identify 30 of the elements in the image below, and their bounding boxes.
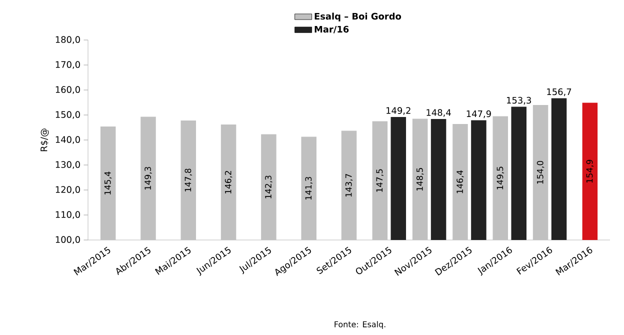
y-tick-label: 120,0 <box>56 186 80 194</box>
data-label: 154,9 <box>586 160 594 183</box>
data-label: 141,3 <box>305 176 312 200</box>
data-label: 147,9 <box>466 110 491 118</box>
data-label: 146,2 <box>224 170 232 194</box>
data-label: 153,3 <box>507 96 531 105</box>
y-tick-label: 150,0 <box>56 111 80 119</box>
data-label: 148,4 <box>426 109 451 117</box>
data-label: 154,0 <box>536 160 544 184</box>
data-label: 149,5 <box>496 166 504 190</box>
y-axis-title: R$/@ <box>40 128 49 152</box>
legend-label: Mar/16 <box>314 26 349 34</box>
y-tick-label: 170,0 <box>56 61 80 69</box>
y-tick-label: 110,0 <box>56 211 80 219</box>
data-label: 147,5 <box>376 169 384 192</box>
y-tick-label: 140,0 <box>56 136 80 144</box>
y-tick-label: 100,0 <box>56 236 80 244</box>
data-label: 147,8 <box>184 168 192 192</box>
data-label: 148,5 <box>416 168 424 191</box>
data-label: 142,3 <box>265 176 272 198</box>
y-tick-label: 160,0 <box>56 86 80 94</box>
data-label: 146,4 <box>456 170 464 194</box>
data-label: 156,7 <box>547 88 572 96</box>
data-label: 149,2 <box>386 107 410 115</box>
y-tick-label: 180,0 <box>56 36 80 44</box>
data-label: 149,3 <box>144 166 152 190</box>
data-label: 143,7 <box>345 174 353 197</box>
legend-label: Esalq – Boi Gordo <box>314 12 402 22</box>
data-label: 145,4 <box>104 172 112 194</box>
y-tick-label: 130,0 <box>56 161 80 169</box>
